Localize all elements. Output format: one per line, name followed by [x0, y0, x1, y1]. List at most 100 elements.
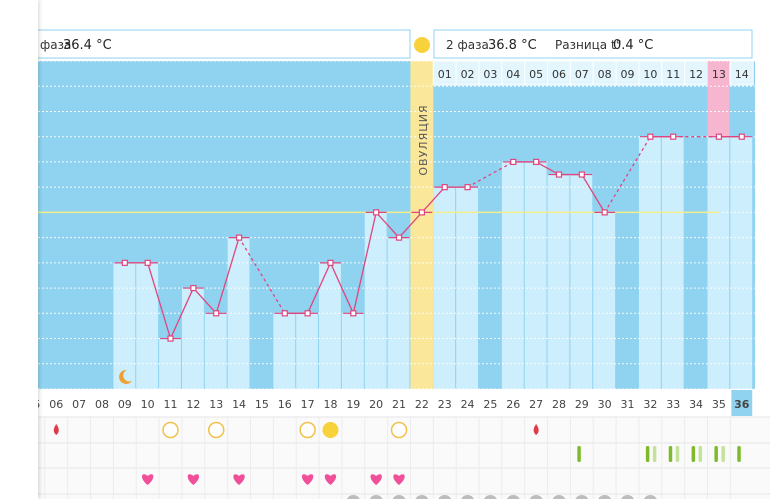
grey-circle-icon — [392, 495, 406, 499]
filled-circle-icon — [322, 422, 339, 438]
post-ovulation-day-label: 03 — [483, 68, 497, 81]
day-label: 14 — [232, 398, 246, 411]
post-ovulation-day-label: 12 — [689, 68, 703, 81]
temp-point — [235, 234, 243, 241]
phase2-value: 36.8 °C — [488, 38, 537, 53]
open-circle-icon — [207, 421, 225, 439]
temp-point — [304, 310, 311, 317]
day-label: 23 — [438, 398, 452, 411]
phase2-label: 2 фаза — [446, 38, 489, 52]
temp-point — [601, 209, 608, 216]
heart-icon — [187, 474, 200, 485]
post-ovulation-day-label: 14 — [735, 68, 749, 81]
temp-bar — [638, 136, 661, 389]
highlight-day-cell — [707, 61, 730, 85]
ovulation-column — [410, 61, 434, 389]
temp-bar — [593, 212, 616, 389]
day-label: 32 — [643, 398, 657, 411]
temp-bar — [570, 174, 593, 389]
post-ovulation-day-label: 09 — [621, 68, 635, 81]
ovulation-day-cell — [410, 389, 434, 417]
day-label: 22 — [415, 398, 429, 411]
day-label: 11 — [164, 398, 178, 411]
post-ovulation-day-label: 05 — [529, 68, 543, 81]
temp-point — [373, 209, 380, 216]
temp-line-segment — [352, 212, 377, 314]
temp-point — [738, 133, 745, 140]
green-mark-icon — [675, 446, 680, 462]
day-label: 27 — [529, 398, 543, 411]
green-mark-icon — [698, 446, 703, 462]
temp-point — [350, 310, 357, 317]
day-label: 10 — [141, 398, 155, 411]
temp-line-segment — [398, 211, 423, 239]
x-axis-row — [0, 389, 770, 417]
green-mark-icon — [652, 446, 657, 462]
heart-icon — [141, 474, 154, 485]
left-panel-edge — [0, 0, 38, 499]
post-ovulation-day-label: 07 — [575, 68, 589, 81]
temp-point — [327, 259, 334, 266]
grey-circle-icon — [529, 495, 543, 499]
grey-circle-icon — [484, 495, 497, 499]
temp-point — [510, 158, 517, 166]
day-label: 07 — [72, 398, 86, 411]
temp-bar — [273, 313, 296, 389]
temp-point — [167, 335, 174, 342]
temp-bar — [181, 288, 204, 389]
temp-point — [441, 184, 448, 191]
day-label: 20 — [369, 398, 383, 411]
temp-line-segment — [581, 174, 606, 213]
temp-point — [121, 259, 128, 266]
post-ovulation-day-label: 01 — [438, 68, 452, 81]
temp-line-segment — [238, 237, 286, 314]
day-label: 25 — [483, 398, 497, 411]
day-label: 30 — [598, 398, 612, 411]
grey-circle-icon — [438, 495, 452, 499]
day-label: 28 — [552, 398, 566, 411]
day-label: 33 — [666, 398, 680, 411]
temp-line-segment — [215, 237, 240, 314]
green-mark-icon — [645, 446, 650, 462]
post-ovulation-day-label: 08 — [598, 68, 612, 81]
temp-bar — [136, 262, 159, 389]
temp-bar — [501, 161, 524, 389]
blood-drop-icon — [533, 424, 539, 435]
temp-bar — [113, 262, 136, 389]
temp-point — [418, 209, 425, 216]
ovulation-label: ОВУЛЯЦИЯ — [417, 104, 430, 175]
temp-point — [715, 133, 723, 140]
day-label: 08 — [95, 398, 109, 411]
temp-line-segment — [147, 262, 172, 339]
post-ovulation-day-label: 02 — [461, 68, 475, 81]
day-label: 09 — [118, 398, 132, 411]
post-ovulation-day-label: 04 — [506, 68, 520, 81]
open-circle-icon — [162, 421, 179, 439]
grey-circle-icon — [415, 495, 429, 499]
temp-point — [190, 284, 197, 292]
temp-point — [578, 171, 585, 178]
temp-bar — [319, 262, 341, 389]
heart-icon — [324, 474, 337, 485]
grey-circle-icon — [621, 495, 634, 499]
day-label: 06 — [49, 398, 63, 411]
green-mark-icon — [691, 446, 696, 462]
open-circle-icon — [390, 421, 408, 439]
day-label: 35 — [712, 398, 726, 411]
day-label: 31 — [621, 398, 635, 411]
heart-icon — [301, 474, 314, 485]
green-mark-icon — [577, 446, 581, 462]
phase1-label: фаза — [40, 38, 71, 52]
green-mark-icon — [737, 446, 741, 462]
day-label: 26 — [506, 398, 520, 411]
day-label: 13 — [209, 398, 223, 411]
ovulation-sun-icon — [414, 37, 430, 53]
post-ovulation-day-label: 11 — [666, 68, 680, 81]
temp-bar — [661, 136, 684, 389]
temp-point — [395, 234, 403, 241]
selected-day-cell — [731, 390, 753, 416]
day-label: 24 — [461, 398, 475, 411]
green-mark-icon — [668, 446, 673, 462]
post-ovulation-day-cell — [729, 60, 754, 86]
grey-circle-icon — [369, 495, 383, 499]
